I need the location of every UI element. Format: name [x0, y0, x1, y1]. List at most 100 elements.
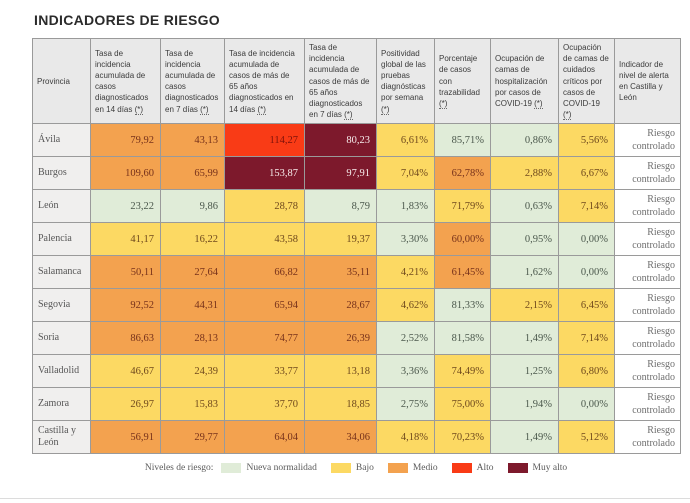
footnote-link[interactable]: (*) [200, 104, 209, 115]
header-cell-1: Provincia [32, 37, 91, 125]
province-cell: Ávila [32, 123, 91, 158]
table-header-row: Provincia Tasa de incidencia acumulada de… [32, 37, 681, 125]
value-cell: 4,62% [376, 288, 435, 323]
value-cell: 153,87 [224, 156, 305, 191]
value-cell: 0,00% [558, 222, 615, 257]
value-cell: 4,18% [376, 420, 435, 455]
header-cell-2: Tasa de incidencia acumulada de casos di… [90, 37, 161, 125]
table-header: Provincia Tasa de incidencia acumulada de… [32, 37, 681, 125]
value-cell: 27,64 [160, 255, 225, 290]
header-label: Ocupación de camas de hospitalización po… [495, 54, 548, 108]
legend-item-muyalto: Muy alto [507, 463, 568, 474]
value-cell: 16,22 [160, 222, 225, 257]
value-cell: 28,78 [224, 189, 305, 224]
value-cell: 75,00% [434, 387, 491, 422]
alert-level-cell: Riesgo controlado [614, 156, 681, 191]
value-cell: 7,14% [558, 189, 615, 224]
table-row: Palencia 41,17 16,22 43,58 19,37 3,30% 60,00% 0… [32, 222, 681, 257]
table-row: Salamanca 50,11 27,64 66,82 35,11 4,21% 61,45%… [32, 255, 681, 290]
value-cell: 74,77 [224, 321, 305, 356]
risk-indicators-table: Provincia Tasa de incidencia acumulada de… [32, 37, 681, 455]
value-cell: 18,85 [304, 387, 377, 422]
value-cell: 70,23% [434, 420, 491, 455]
province-cell: Castilla y León [32, 420, 91, 455]
footnote-link[interactable]: (*) [257, 104, 266, 115]
value-cell: 0,63% [490, 189, 559, 224]
footnote-link[interactable]: (*) [534, 98, 543, 109]
province-cell: León [32, 189, 91, 224]
header-label: Provincia [37, 76, 70, 86]
province-cell: Segovia [32, 288, 91, 323]
value-cell: 35,11 [304, 255, 377, 290]
value-cell: 56,91 [90, 420, 161, 455]
page: INDICADORES DE RIESGO Provincia Tasa de i… [32, 12, 681, 474]
value-cell: 81,33% [434, 288, 491, 323]
footnote-link[interactable]: (*) [344, 110, 353, 121]
header-cell-10: Indicador de nivel de alerta en Castilla… [614, 37, 681, 125]
header-label: Tasa de incidencia acumulada de casos de… [309, 43, 370, 120]
value-cell: 97,91 [304, 156, 377, 191]
footnote-link[interactable]: (*) [563, 110, 572, 121]
value-cell: 43,58 [224, 222, 305, 257]
header-cell-3: Tasa de incidencia acumulada de casos di… [160, 37, 225, 125]
legend-label: Bajo [355, 463, 374, 474]
header-label: Tasa de incidencia acumulada de casos di… [165, 48, 219, 114]
legend-label: Alto [476, 463, 494, 474]
value-cell: 61,45% [434, 255, 491, 290]
footnote-link[interactable]: (*) [439, 98, 448, 109]
alert-level-cell: Riesgo controlado [614, 321, 681, 356]
page-title: INDICADORES DE RIESGO [34, 12, 220, 28]
header-label: Ocupación de camas de cuidados críticos … [563, 43, 609, 108]
value-cell: 71,79% [434, 189, 491, 224]
value-cell: 43,13 [160, 123, 225, 158]
alert-level-cell: Riesgo controlado [614, 222, 681, 257]
value-cell: 79,92 [90, 123, 161, 158]
alert-level-cell: Riesgo controlado [614, 288, 681, 323]
table-row: Valladolid 46,67 24,39 33,77 13,18 3,36% 74,49… [32, 354, 681, 389]
alert-level-cell: Riesgo controlado [614, 387, 681, 422]
header-label: Indicador de nivel de alerta en Castilla… [619, 59, 669, 103]
value-cell: 2,88% [490, 156, 559, 191]
header-cell-4: Tasa de incidencia acumulada de casos de… [224, 37, 305, 125]
province-cell: Palencia [32, 222, 91, 257]
value-cell: 2,15% [490, 288, 559, 323]
footnote-link[interactable]: (*) [381, 104, 390, 115]
header-cell-9: Ocupación de camas de cuidados críticos … [558, 37, 615, 125]
value-cell: 19,37 [304, 222, 377, 257]
value-cell: 3,30% [376, 222, 435, 257]
value-cell: 44,31 [160, 288, 225, 323]
table-row: León 23,22 9,86 28,78 8,79 1,83% 71,79% 0,63% 7,… [32, 189, 681, 224]
value-cell: 29,77 [160, 420, 225, 455]
value-cell: 86,63 [90, 321, 161, 356]
value-cell: 37,70 [224, 387, 305, 422]
legend-item-bajo: Bajo [330, 463, 374, 474]
header-label: Tasa de incidencia acumulada de casos di… [95, 48, 149, 114]
value-cell: 24,39 [160, 354, 225, 389]
value-cell: 6,80% [558, 354, 615, 389]
value-cell: 3,36% [376, 354, 435, 389]
table-body: Ávila 79,92 43,13 114,27 80,23 6,61% 85,71% 0,8… [32, 123, 681, 455]
value-cell: 1,83% [376, 189, 435, 224]
value-cell: 26,39 [304, 321, 377, 356]
value-cell: 15,83 [160, 387, 225, 422]
legend-label: Muy alto [532, 463, 568, 474]
legend-item-alto: Alto [451, 463, 494, 474]
table-row: Segovia 92,52 44,31 65,94 28,67 4,62% 81,33% 2,… [32, 288, 681, 323]
header-label: Positividad global de las pruebas diagnó… [381, 48, 426, 103]
value-cell: 6,67% [558, 156, 615, 191]
value-cell: 6,45% [558, 288, 615, 323]
value-cell: 0,00% [558, 255, 615, 290]
legend-swatch-bajo [330, 463, 351, 474]
value-cell: 65,94 [224, 288, 305, 323]
table-row: Burgos 109,60 65,99 153,87 97,91 7,04% 62,78% 2… [32, 156, 681, 191]
footnote-link[interactable]: (*) [134, 104, 144, 115]
legend-items: Nueva normalidad Bajo Medio Alto Muy alto [221, 463, 568, 474]
value-cell: 60,00% [434, 222, 491, 257]
value-cell: 0,00% [558, 387, 615, 422]
legend-swatch-nn [221, 463, 242, 474]
alert-level-cell: Riesgo controlado [614, 255, 681, 290]
value-cell: 28,67 [304, 288, 377, 323]
value-cell: 9,86 [160, 189, 225, 224]
legend-label: Medio [412, 463, 438, 474]
alert-level-cell: Riesgo controlado [614, 189, 681, 224]
